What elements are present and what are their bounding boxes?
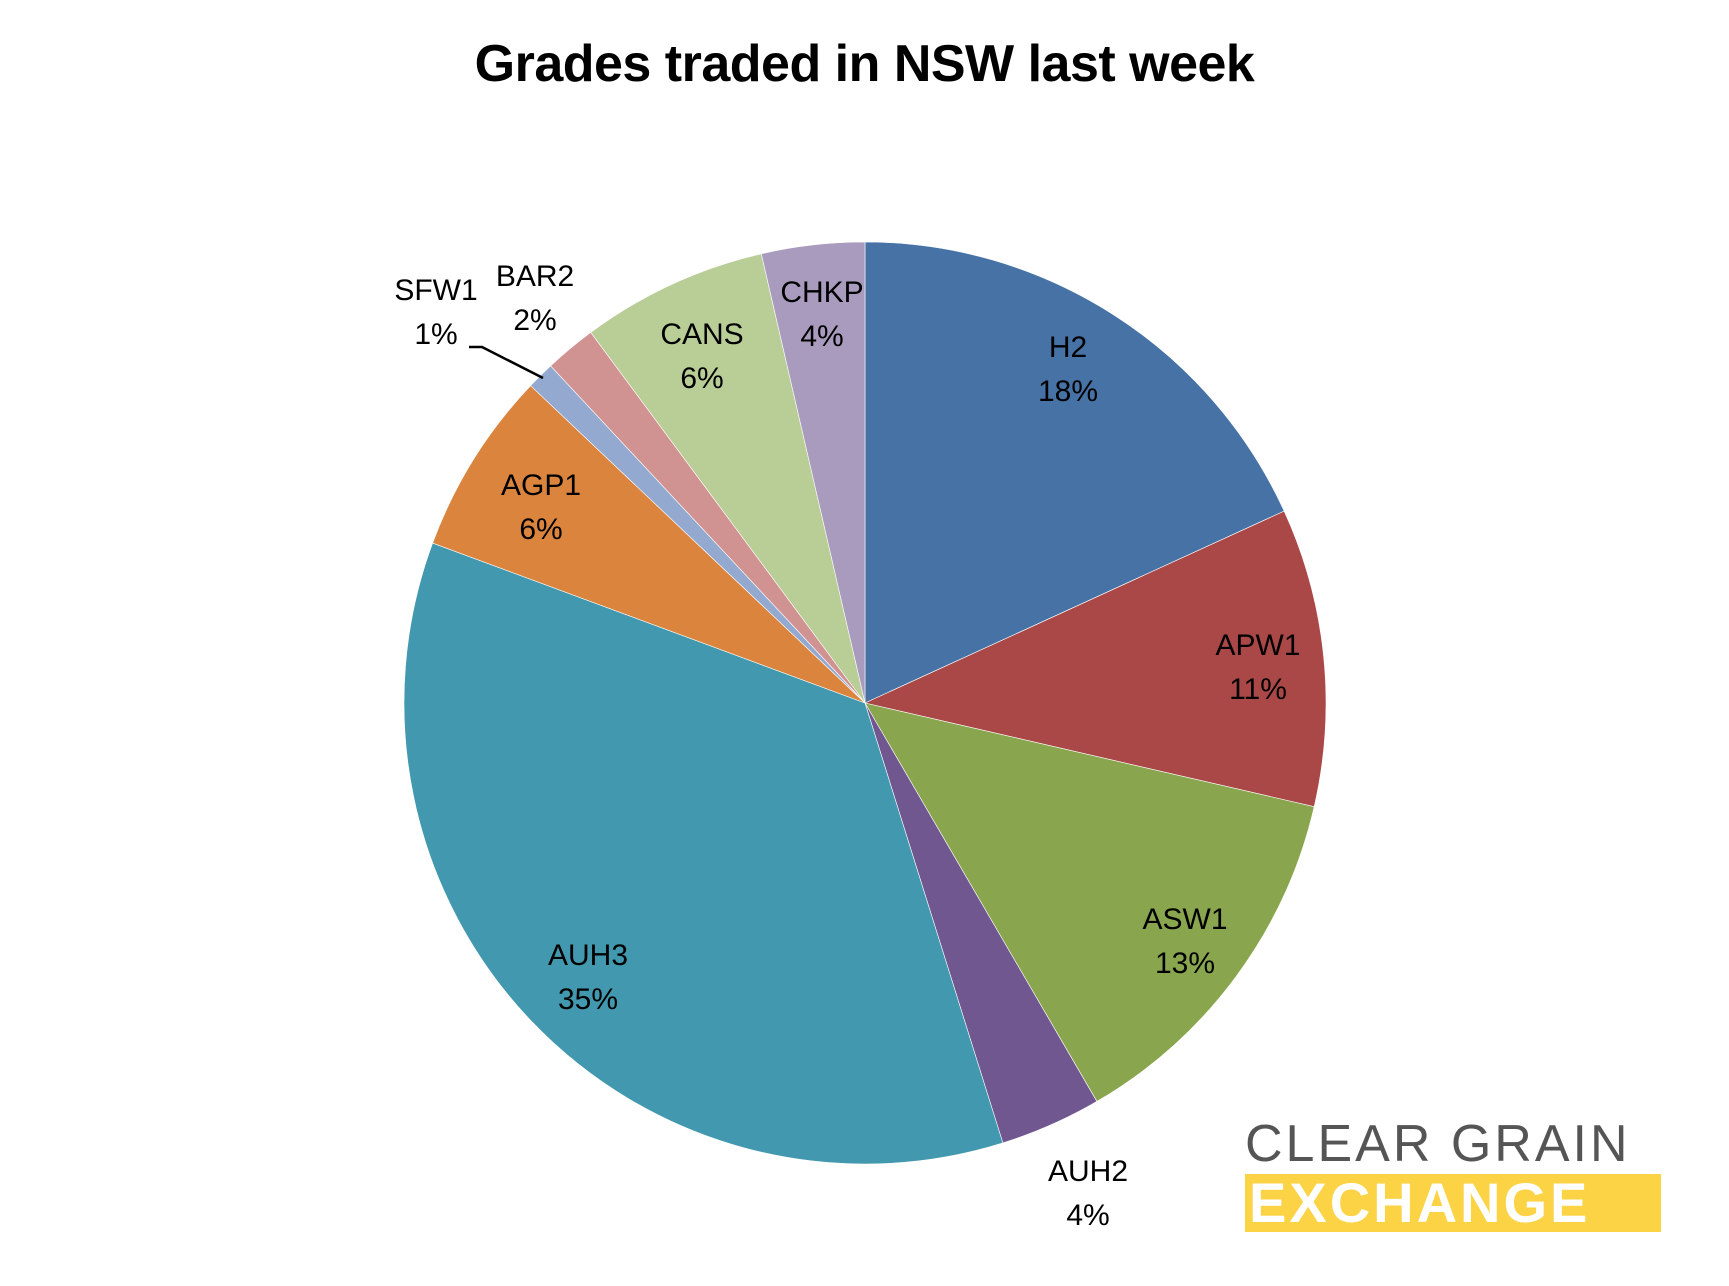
label-percent: 4% (1066, 1199, 1110, 1232)
label-percent: 6% (680, 362, 724, 395)
pie-slice-apw1 (864, 510, 1327, 808)
pie-slice-chkp (760, 241, 866, 704)
chart-title: Grades traded in NSW last week (474, 35, 1255, 93)
data-label-cans: CANS 6% (660, 313, 743, 401)
pie-slice-auh3 (403, 542, 1004, 1165)
logo-line1: CLEAR GRAIN (1245, 1115, 1631, 1173)
label-percent: 6% (519, 513, 563, 546)
data-label-chkp: CHKP 4% (780, 271, 863, 359)
label-percent: 11% (1229, 673, 1287, 706)
label-category: SFW1 (394, 274, 478, 307)
clear-grain-exchange-logo: CLEAR GRAIN EXCHANGE (1245, 1118, 1665, 1232)
label-category: APW1 (1215, 629, 1301, 662)
data-label-sfw1: SFW1 1% (394, 269, 477, 357)
data-label-auh3: AUH3 35% (548, 934, 628, 1022)
data-label-apw1: APW1 11% (1215, 624, 1300, 712)
label-percent: 4% (800, 320, 844, 353)
label-category: CHKP (780, 276, 864, 309)
pie-slice-cans (590, 253, 866, 704)
label-category: H2 (1048, 331, 1088, 364)
sfw1-leader-line (469, 345, 544, 380)
label-percent: 35% (557, 983, 619, 1016)
data-label-asw1: ASW1 13% (1142, 898, 1227, 986)
data-label-h2: H2 18% (1038, 326, 1098, 414)
pie-slice-agp1 (432, 385, 866, 704)
label-category: ASW1 (1142, 903, 1228, 936)
label-percent: 13% (1154, 947, 1216, 980)
label-category: CANS (660, 318, 744, 351)
data-label-auh2: AUH2 4% (1048, 1150, 1128, 1238)
label-category: AUH3 (547, 939, 629, 972)
pie-slice-asw1 (864, 702, 1315, 1102)
label-percent: 1% (414, 318, 458, 351)
pie-slice-h2 (864, 241, 1285, 704)
logo-line2: EXCHANGE (1245, 1174, 1661, 1232)
label-category: BAR2 (495, 260, 575, 293)
data-label-agp1: AGP1 6% (501, 464, 581, 552)
label-percent: 2% (513, 304, 557, 337)
label-category: AUH2 (1047, 1155, 1129, 1188)
label-percent: 18% (1037, 375, 1099, 408)
data-label-bar2: BAR2 2% (496, 255, 574, 343)
label-category: AGP1 (500, 469, 582, 502)
